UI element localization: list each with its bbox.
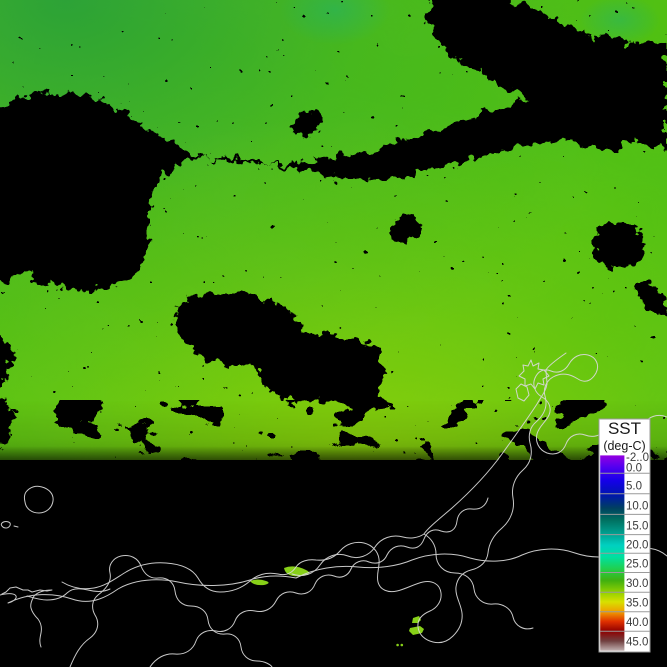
svg-text:SST: SST (608, 419, 641, 438)
svg-text:30.0: 30.0 (626, 578, 648, 590)
svg-text:5.0: 5.0 (626, 481, 642, 493)
svg-text:35.0: 35.0 (626, 598, 648, 610)
svg-text:25.0: 25.0 (626, 559, 648, 571)
svg-text:45.0: 45.0 (626, 637, 648, 649)
svg-text:0.0: 0.0 (626, 463, 642, 475)
svg-text:10.0: 10.0 (626, 501, 648, 513)
svg-text:20.0: 20.0 (626, 540, 648, 552)
svg-text:40.0: 40.0 (626, 617, 648, 629)
svg-text:(deg-C): (deg-C) (603, 439, 645, 453)
svg-text:15.0: 15.0 (626, 521, 648, 533)
